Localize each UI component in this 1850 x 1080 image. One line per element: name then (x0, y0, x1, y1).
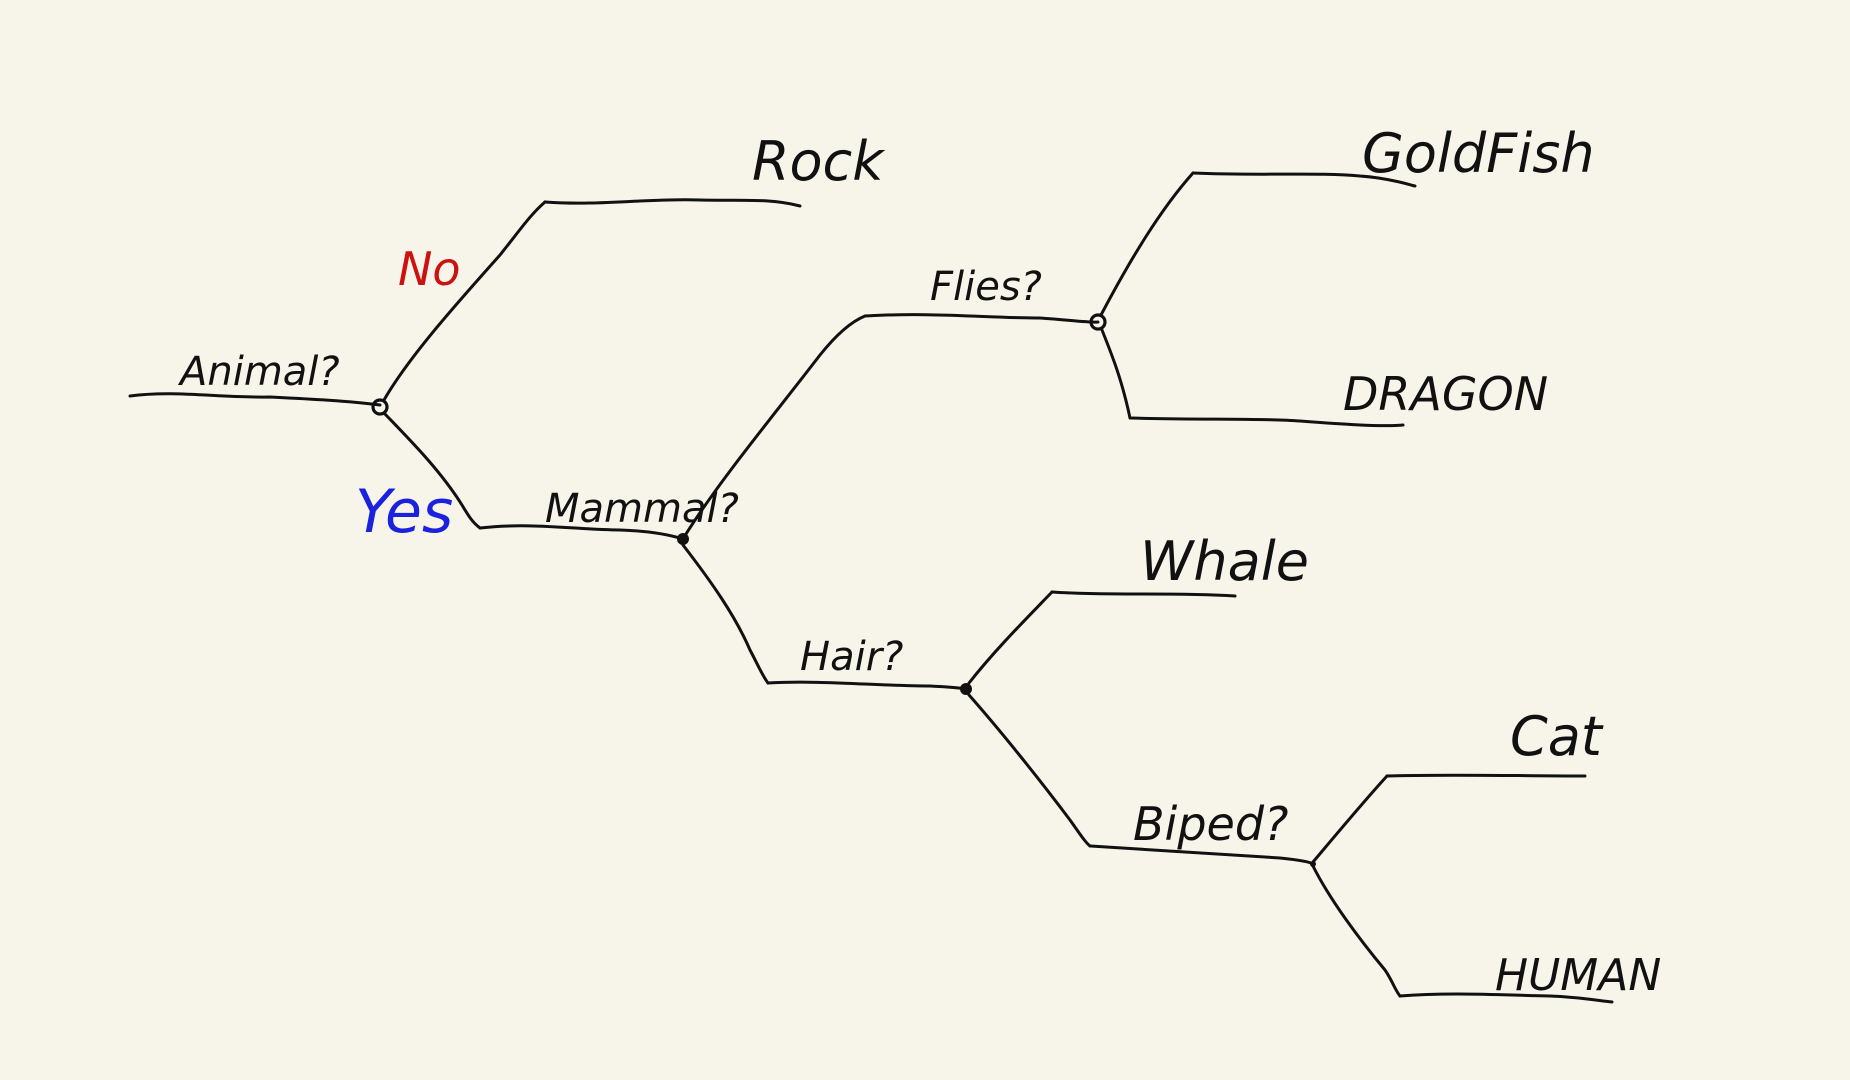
flies-question-label: Flies? (930, 264, 1042, 310)
node-mammal (677, 533, 689, 545)
edge-hair-lower (967, 693, 1092, 848)
edge-goldfish-leaf (1191, 171, 1417, 188)
edge-biped-lower (1311, 864, 1402, 998)
no-branch-label: No (398, 242, 461, 296)
edge-biped-stem (1088, 844, 1315, 866)
edge-hair-upper (967, 590, 1054, 685)
edge-cat-leaf (1385, 773, 1587, 778)
edge-animal-stem (128, 392, 382, 407)
edge-whale-leaf (1050, 590, 1237, 598)
human-leaf-label: HUMAN (1495, 950, 1661, 1001)
edge-flies-upper (1099, 171, 1195, 317)
node-animal (371, 398, 389, 416)
edge-rock-leaf (543, 198, 802, 208)
hair-question-label: Hair? (800, 634, 903, 680)
edge-mammal-upper (684, 314, 867, 536)
edge-dragon-leaf (1128, 416, 1405, 428)
biped-question-label: Biped? (1133, 797, 1288, 851)
rock-leaf-label: Rock (752, 130, 886, 193)
node-hair (960, 683, 972, 695)
edge-human-leaf (1398, 992, 1614, 1004)
edge-yes-branch (382, 411, 482, 530)
node-flies (1089, 313, 1107, 331)
edge-biped-upper (1311, 774, 1389, 864)
edge-hair-stem (766, 680, 968, 691)
edge-flies-stem (863, 313, 1100, 324)
animal-question-label: Animal? (177, 349, 340, 395)
goldfish-leaf-label: GoldFish (1362, 122, 1595, 185)
whale-leaf-label: Whale (1140, 530, 1309, 593)
dragon-leaf-label: DRAGON (1343, 367, 1548, 421)
edge-mammal-lower (681, 543, 770, 685)
edge-no-branch (382, 200, 547, 402)
edge-mammal-stem (478, 524, 685, 541)
yes-branch-label: Yes (355, 477, 453, 547)
mammal-question-label: Mammal? (545, 486, 739, 532)
edge-flies-lower (1100, 328, 1132, 420)
cat-leaf-label: Cat (1510, 705, 1604, 768)
